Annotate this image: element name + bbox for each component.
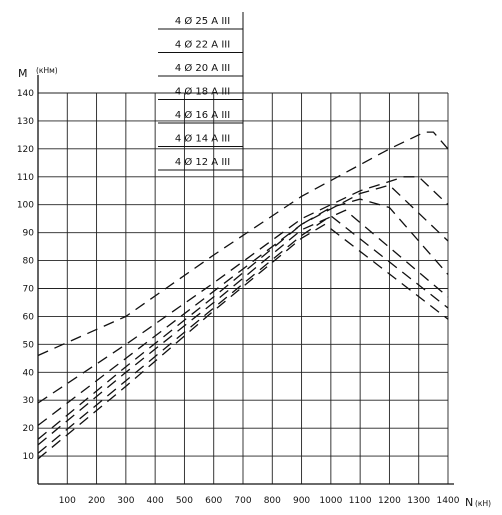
y-tick-label: 70 — [23, 285, 35, 295]
x-tick-label: 200 — [88, 496, 105, 506]
series-line-7 — [37, 223, 449, 460]
series-line-1 — [37, 131, 449, 357]
y-tick-label: 100 — [17, 201, 34, 211]
axes: 10 20 30 40 50 60 70 80 90 100 110 120 130 140 100 200 3… — [17, 75, 460, 506]
series-line-3 — [37, 184, 449, 426]
x-tick-label: 1400 — [437, 496, 460, 506]
x-tick-label: 700 — [234, 496, 251, 506]
series-line-6 — [37, 215, 449, 454]
x-tick-label: 400 — [147, 496, 164, 506]
y-tick-label: 40 — [23, 368, 35, 378]
legend-label: 4 Ø 14 A III — [175, 133, 230, 145]
x-tick-label: 600 — [205, 496, 222, 506]
x-tick-label: 1100 — [349, 496, 372, 506]
x-tick-label: 500 — [176, 496, 193, 506]
series-group — [37, 131, 449, 460]
y-tick-label: 10 — [23, 452, 35, 462]
x-tick-label: 900 — [293, 496, 310, 506]
y-tick-label: 130 — [17, 117, 34, 127]
y-tick-label: 140 — [17, 89, 34, 99]
y-tick-label: 30 — [23, 396, 35, 406]
x-axis-unit: (кН) — [475, 499, 491, 508]
legend-label: 4 Ø 18 A III — [175, 86, 230, 98]
legend-label: 4 Ø 22 A III — [175, 39, 230, 51]
y-tick-label: 110 — [17, 173, 34, 183]
y-tick-label: 120 — [17, 145, 34, 155]
legend: 4 Ø 25 A III 4 Ø 22 A III 4 Ø 20 A III 4 Ø … — [158, 12, 244, 200]
x-tick-label: 1200 — [378, 496, 401, 506]
y-tick-label: 20 — [23, 424, 35, 434]
y-tick-label: 90 — [23, 229, 35, 239]
y-tick-label: 50 — [23, 340, 35, 350]
series-line-4 — [37, 198, 449, 440]
legend-label: 4 Ø 12 A III — [175, 156, 230, 168]
x-tick-label: 100 — [59, 496, 76, 506]
y-tick-label: 80 — [23, 257, 35, 267]
legend-label: 4 Ø 16 A III — [175, 109, 230, 121]
y-tick-label: 60 — [23, 312, 35, 322]
x-tick-label: 1000 — [319, 496, 342, 506]
series-line-5 — [37, 209, 449, 446]
legend-label: 4 Ø 20 A III — [175, 62, 230, 74]
x-tick-label: 300 — [117, 496, 134, 506]
y-axis-label: M — [18, 67, 28, 80]
x-tick-label: 800 — [264, 496, 281, 506]
y-axis-unit: (кНм) — [36, 66, 58, 75]
x-axis-label: N — [465, 496, 473, 509]
x-tick-label: 1300 — [407, 496, 430, 506]
legend-label: 4 Ø 25 A III — [175, 15, 230, 27]
axis-titles: M (кНм) N (кН) — [18, 66, 491, 509]
